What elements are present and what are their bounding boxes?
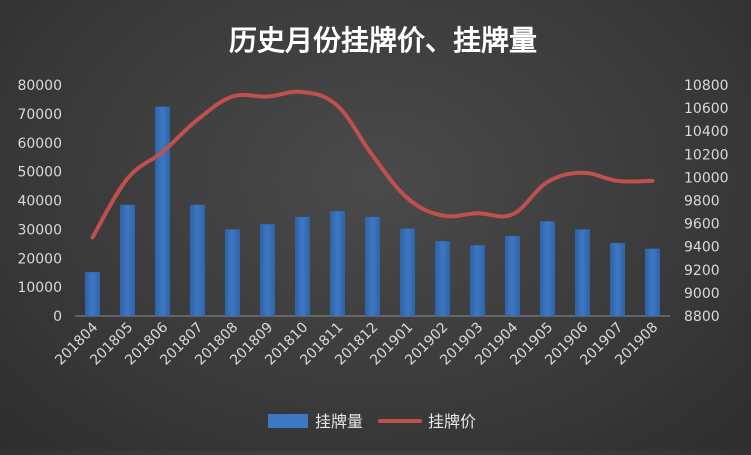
bar-201806 (155, 107, 170, 316)
y-right-tick-label: 10200 (684, 147, 729, 163)
bar-201908 (645, 249, 660, 316)
y-left-tick-label: 70000 (17, 107, 62, 123)
bar-201811 (330, 211, 345, 316)
bar-201904 (505, 236, 520, 316)
bar-201810 (295, 217, 310, 316)
bar-201808 (225, 229, 240, 316)
y-left-tick-label: 0 (53, 309, 62, 325)
y-left-tick-label: 50000 (17, 165, 62, 181)
y-right-tick-label: 9200 (684, 263, 720, 279)
bar-201807 (190, 205, 205, 316)
bar-201804 (85, 272, 100, 316)
y-right-tick-label: 9000 (684, 286, 720, 302)
y-axis-right: 8800 9000 9200 9400 9600 9800 10000 10200 10400 1… (684, 78, 729, 325)
y-left-tick-label: 20000 (17, 251, 62, 267)
legend-label-line: 挂牌价 (428, 412, 476, 431)
bar-201902 (435, 241, 450, 316)
bar-201809 (260, 224, 275, 316)
bar-201805 (120, 205, 135, 316)
y-axis-left: 0 10000 20000 30000 40000 50000 60000 70000 8000… (17, 78, 62, 325)
y-right-tick-label: 9800 (684, 194, 720, 210)
bar-series (85, 107, 660, 316)
x-axis: 2018042018052018062018072018082018092018… (52, 316, 670, 369)
y-right-tick-label: 10800 (684, 78, 729, 94)
bar-201905 (540, 221, 555, 316)
line-series (92, 92, 652, 238)
y-left-tick-label: 30000 (17, 222, 62, 238)
line-price (93, 92, 653, 238)
chart-title: 历史月份挂牌价、挂牌量 (229, 24, 537, 57)
y-left-tick-label: 10000 (17, 280, 62, 296)
bar-201901 (400, 229, 415, 316)
bar-201907 (610, 243, 625, 316)
legend-swatch-bar (268, 414, 308, 428)
y-left-tick-label: 40000 (17, 194, 62, 210)
y-right-tick-label: 10400 (684, 124, 729, 140)
bar-201903 (470, 245, 485, 316)
y-right-tick-label: 10000 (684, 170, 729, 186)
y-right-tick-label: 8800 (684, 309, 720, 325)
y-left-tick-label: 60000 (17, 136, 62, 152)
y-right-tick-label: 10600 (684, 101, 729, 117)
legend: 挂牌量 挂牌价 (268, 412, 476, 431)
legend-label-bar: 挂牌量 (315, 412, 363, 431)
bar-201812 (365, 217, 380, 316)
y-right-tick-label: 9600 (684, 217, 720, 233)
y-right-tick-label: 9400 (684, 240, 720, 256)
bar-201906 (575, 229, 590, 316)
y-left-tick-label: 80000 (17, 78, 62, 94)
